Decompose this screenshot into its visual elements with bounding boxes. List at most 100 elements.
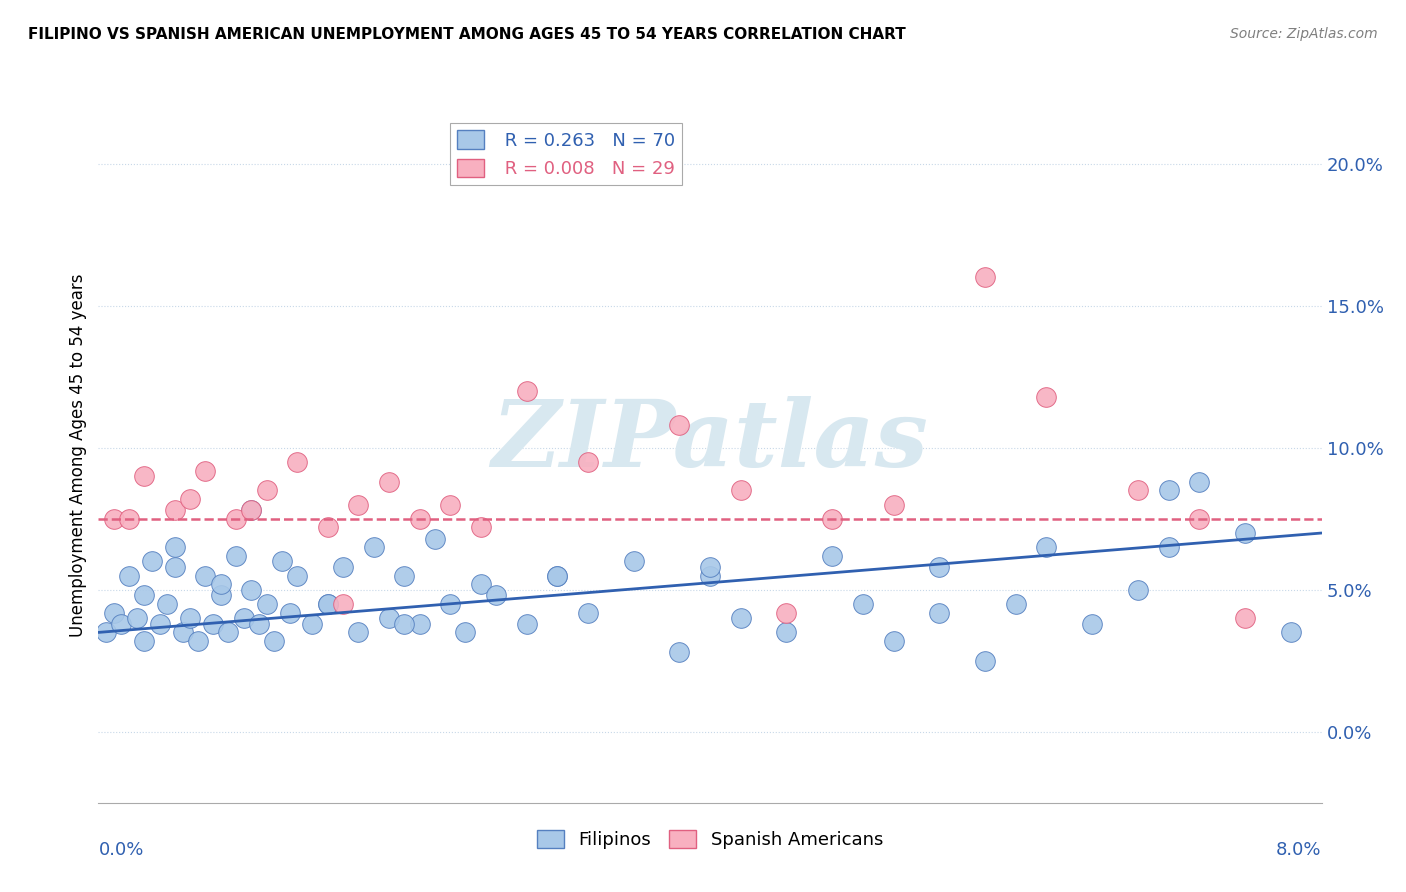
Point bbox=[392, 616, 416, 631]
Point bbox=[408, 512, 430, 526]
Point bbox=[883, 634, 905, 648]
Text: 0.0%: 0.0% bbox=[98, 841, 143, 859]
Point bbox=[179, 611, 201, 625]
Point bbox=[347, 625, 370, 640]
Point bbox=[821, 512, 844, 526]
Point bbox=[179, 491, 201, 506]
Point bbox=[439, 597, 461, 611]
Point bbox=[1188, 475, 1211, 489]
Point bbox=[316, 520, 339, 534]
Point bbox=[256, 597, 278, 611]
Point bbox=[408, 616, 430, 631]
Point bbox=[423, 532, 446, 546]
Text: FILIPINO VS SPANISH AMERICAN UNEMPLOYMENT AMONG AGES 45 TO 54 YEARS CORRELATION : FILIPINO VS SPANISH AMERICAN UNEMPLOYMEN… bbox=[28, 27, 905, 42]
Point bbox=[439, 498, 461, 512]
Point bbox=[576, 606, 599, 620]
Point bbox=[94, 625, 117, 640]
Point bbox=[225, 549, 247, 563]
Point bbox=[730, 611, 752, 625]
Point bbox=[454, 625, 477, 640]
Point bbox=[118, 568, 141, 582]
Point bbox=[134, 634, 156, 648]
Point bbox=[285, 568, 308, 582]
Point bbox=[623, 554, 645, 568]
Point bbox=[1035, 540, 1057, 554]
Point bbox=[485, 589, 508, 603]
Point bbox=[974, 270, 997, 285]
Point bbox=[332, 597, 354, 611]
Point bbox=[1035, 390, 1057, 404]
Legend: Filipinos, Spanish Americans: Filipinos, Spanish Americans bbox=[530, 822, 890, 856]
Point bbox=[270, 554, 294, 568]
Point bbox=[1004, 597, 1026, 611]
Point bbox=[515, 616, 537, 631]
Point bbox=[1234, 526, 1257, 541]
Text: Source: ZipAtlas.com: Source: ZipAtlas.com bbox=[1230, 27, 1378, 41]
Point bbox=[141, 554, 163, 568]
Point bbox=[1188, 512, 1211, 526]
Point bbox=[209, 589, 232, 603]
Point bbox=[285, 455, 308, 469]
Point bbox=[668, 418, 690, 433]
Point bbox=[378, 611, 401, 625]
Point bbox=[332, 560, 354, 574]
Point bbox=[103, 512, 125, 526]
Point bbox=[240, 503, 263, 517]
Point bbox=[821, 549, 844, 563]
Point bbox=[730, 483, 752, 498]
Point bbox=[209, 577, 232, 591]
Text: ZIPatlas: ZIPatlas bbox=[492, 396, 928, 486]
Point bbox=[546, 568, 568, 582]
Point bbox=[974, 654, 997, 668]
Point bbox=[546, 568, 568, 582]
Y-axis label: Unemployment Among Ages 45 to 54 years: Unemployment Among Ages 45 to 54 years bbox=[69, 273, 87, 637]
Point bbox=[316, 597, 339, 611]
Point bbox=[883, 498, 905, 512]
Point bbox=[775, 625, 797, 640]
Point bbox=[392, 568, 416, 582]
Point bbox=[378, 475, 401, 489]
Point bbox=[1081, 616, 1104, 631]
Point bbox=[217, 625, 239, 640]
Point bbox=[125, 611, 148, 625]
Point bbox=[103, 606, 125, 620]
Point bbox=[202, 616, 225, 631]
Point bbox=[110, 616, 132, 631]
Point bbox=[118, 512, 141, 526]
Point bbox=[928, 606, 950, 620]
Point bbox=[347, 498, 370, 512]
Point bbox=[470, 577, 492, 591]
Point bbox=[1157, 540, 1180, 554]
Point bbox=[263, 634, 285, 648]
Point bbox=[247, 616, 270, 631]
Point bbox=[699, 568, 721, 582]
Point bbox=[470, 520, 492, 534]
Point bbox=[1128, 483, 1150, 498]
Point bbox=[852, 597, 875, 611]
Point bbox=[194, 568, 217, 582]
Point bbox=[149, 616, 172, 631]
Point bbox=[515, 384, 537, 398]
Point bbox=[256, 483, 278, 498]
Text: 8.0%: 8.0% bbox=[1277, 841, 1322, 859]
Point bbox=[240, 503, 263, 517]
Point bbox=[928, 560, 950, 574]
Point bbox=[225, 512, 247, 526]
Point bbox=[668, 645, 690, 659]
Point bbox=[134, 589, 156, 603]
Point bbox=[301, 616, 323, 631]
Point bbox=[172, 625, 194, 640]
Point bbox=[134, 469, 156, 483]
Point bbox=[163, 503, 186, 517]
Point bbox=[163, 540, 186, 554]
Point bbox=[576, 455, 599, 469]
Point bbox=[240, 582, 263, 597]
Point bbox=[1234, 611, 1257, 625]
Point bbox=[163, 560, 186, 574]
Point bbox=[1128, 582, 1150, 597]
Point bbox=[194, 464, 217, 478]
Point bbox=[156, 597, 179, 611]
Point bbox=[699, 560, 721, 574]
Point bbox=[232, 611, 254, 625]
Point bbox=[278, 606, 301, 620]
